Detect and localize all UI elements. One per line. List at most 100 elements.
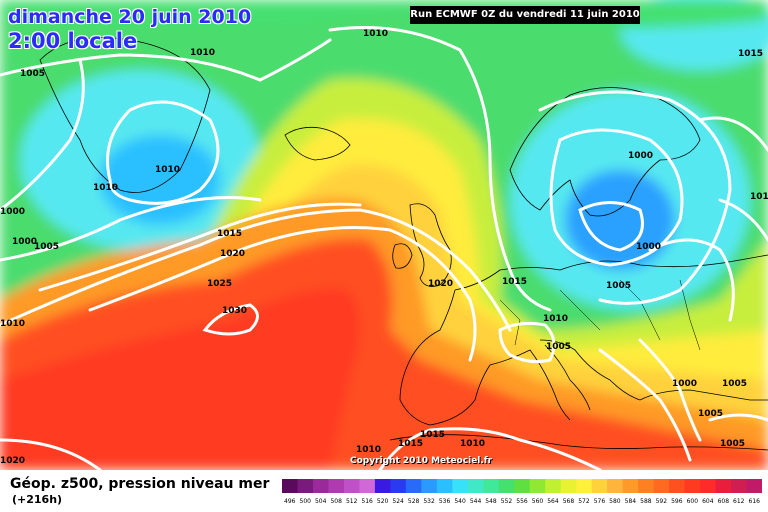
model-run-label: Run ECMWF 0Z du vendredi 11 juin 2010: [410, 6, 640, 24]
isobar-label: 1015: [420, 430, 445, 440]
legend-swatch: [715, 479, 732, 493]
legend-tick-label: 564: [547, 498, 559, 505]
isobar-label: 1005: [34, 242, 59, 252]
legend-swatch: [684, 479, 701, 493]
isobar-label: 1005: [546, 342, 571, 352]
legend-tick-label: 584: [625, 498, 637, 505]
forecast-time: 2:00 locale: [8, 29, 138, 53]
legend-tick-label: 516: [361, 498, 373, 505]
forecast-date: dimanche 20 juin 2010: [8, 6, 252, 28]
legend-swatch: [576, 479, 593, 493]
legend-tick-label: 568: [563, 498, 575, 505]
isobar-labels: 1010 1005 1010 1010 1010 1000 1000 1005 …: [0, 29, 768, 466]
legend-swatch: [560, 479, 577, 493]
legend-swatch: [328, 479, 345, 493]
isobar-label: 1010: [356, 445, 381, 455]
isobar-label: 1005: [722, 379, 747, 389]
legend-tick-label: 544: [470, 498, 482, 505]
legend-tick-label: 576: [594, 498, 606, 505]
isobar-label: 1025: [207, 279, 232, 289]
legend-tick-label: 596: [671, 498, 683, 505]
isobar-label: 1000: [672, 379, 697, 389]
legend-swatch: [312, 479, 329, 493]
legend-tick-label: 496: [284, 498, 296, 505]
isobars: [0, 26, 768, 470]
legend-swatch: [545, 479, 562, 493]
legend-swatch: [591, 479, 608, 493]
legend-tick-label: 520: [377, 498, 389, 505]
isobar-label: 1010: [543, 314, 568, 324]
legend-swatch: [359, 479, 376, 493]
legend-swatch: [297, 479, 314, 493]
legend-swatch: [746, 479, 763, 493]
legend-swatch: [700, 479, 717, 493]
legend-swatch: [452, 479, 469, 493]
isobar-label: 1010: [460, 439, 485, 449]
isobar-label: 1010: [190, 48, 215, 58]
legend-tick-label: 600: [687, 498, 699, 505]
legend-swatch: [653, 479, 670, 493]
legend-tick-label: 504: [315, 498, 327, 505]
color-scale-legend: 496 500 504 508 512 516 520 524 528 532 536 540 544 5…: [282, 479, 763, 507]
legend-swatch: [436, 479, 453, 493]
legend-tick-label: 572: [578, 498, 590, 505]
isobar-label: 1020: [428, 279, 453, 289]
legend-swatch: [622, 479, 639, 493]
legend-swatch: [638, 479, 655, 493]
isobar-label: 1020: [220, 249, 245, 259]
isobar-label: 1005: [698, 409, 723, 419]
legend-tick-label: 508: [330, 498, 342, 505]
legend-swatch: [421, 479, 438, 493]
geopotential-field: [0, 0, 768, 470]
isobar-label: 1030: [222, 306, 247, 316]
isobar-label: 1015: [502, 277, 527, 287]
parameter-label: Géop. z500, pression niveau mer: [10, 476, 270, 492]
legend-swatch: [731, 479, 748, 493]
isobar-label: 1015: [217, 229, 242, 239]
legend-tick-label: 604: [702, 498, 714, 505]
legend-swatch: [467, 479, 484, 493]
legend-tick-label: 536: [439, 498, 451, 505]
isobar-label: 1015: [398, 439, 423, 449]
isobar-label: 1005: [606, 281, 631, 291]
legend-tick-label: 560: [532, 498, 544, 505]
legend-tick-label: 512: [346, 498, 358, 505]
legend-tick-label: 592: [656, 498, 668, 505]
legend-tick-label: 580: [609, 498, 621, 505]
legend-tick-label: 500: [300, 498, 312, 505]
legend-tick-label: 616: [749, 498, 761, 505]
legend-swatch: [282, 479, 298, 493]
legend-swatch: [498, 479, 515, 493]
legend-tick-label: 612: [733, 498, 745, 505]
legend-swatch: [390, 479, 407, 493]
legend-tick-label: 548: [485, 498, 497, 505]
legend-swatch: [669, 479, 686, 493]
coastlines: [39, 37, 768, 451]
isobar-label: 1010: [750, 192, 768, 202]
legend-tick-label: 608: [718, 498, 730, 505]
legend-swatch: [607, 479, 624, 493]
isobar-label: 1000: [0, 207, 25, 217]
isobar-label: 1000: [628, 151, 653, 161]
isobar-label: 1020: [0, 456, 25, 466]
legend-tick-label: 540: [454, 498, 466, 505]
legend-swatch: [374, 479, 391, 493]
legend-tick-label: 524: [392, 498, 404, 505]
isobar-label: 1015: [738, 49, 763, 59]
isobar-label: 1010: [0, 319, 25, 329]
lead-time-label: (+216h): [12, 493, 63, 506]
isobar-label: 1010: [93, 183, 118, 193]
legend-tick-label: 552: [501, 498, 513, 505]
legend-swatch: [483, 479, 500, 493]
legend-tick-label: 556: [516, 498, 528, 505]
isobar-label: 1005: [720, 439, 745, 449]
legend-tick-label: 528: [408, 498, 420, 505]
legend-swatch: [405, 479, 422, 493]
isobar-label: 1005: [20, 69, 45, 79]
weather-map: 1010 1005 1010 1010 1010 1000 1000 1005 …: [0, 0, 768, 470]
legend-swatch: [343, 479, 360, 493]
legend-swatch: [514, 479, 531, 493]
legend-tick-label: 588: [640, 498, 652, 505]
isobar-label: 1000: [636, 242, 661, 252]
legend-swatch: [529, 479, 546, 493]
